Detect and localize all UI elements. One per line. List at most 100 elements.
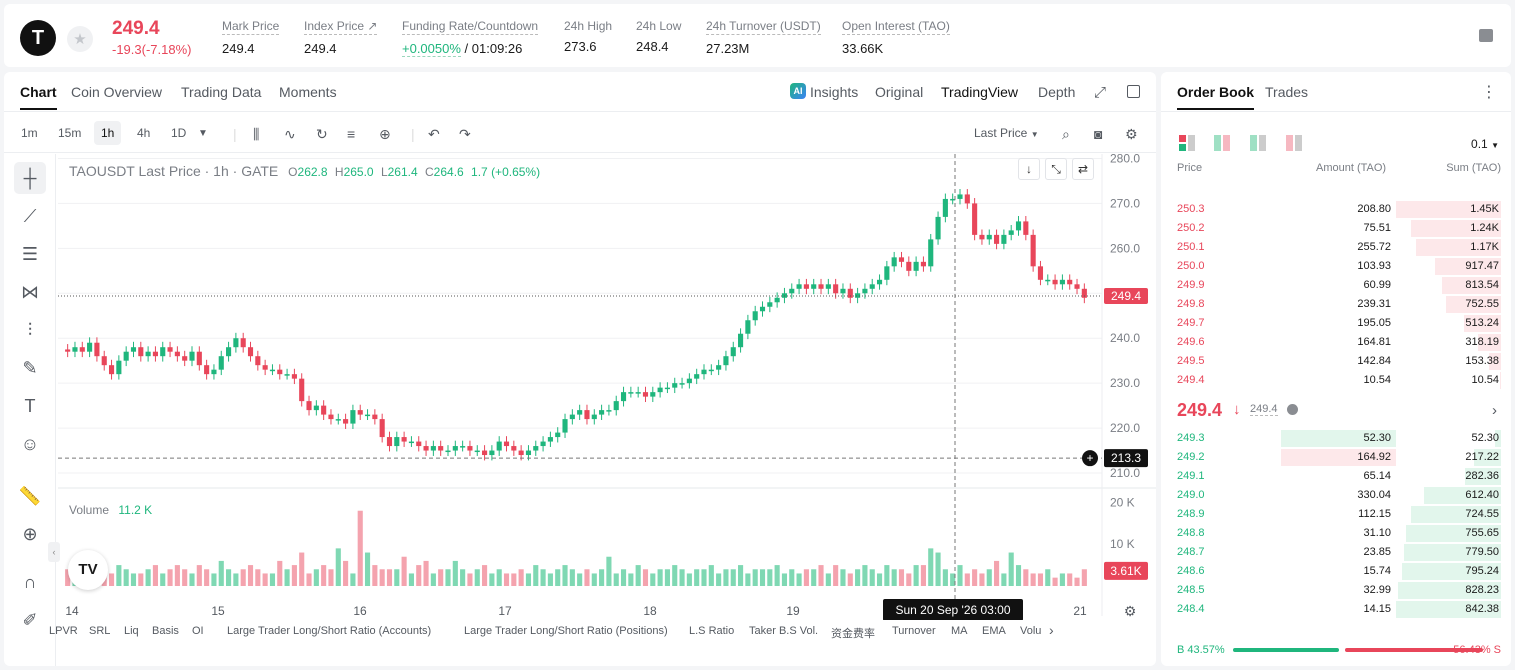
replay-icon[interactable]: ↻ bbox=[316, 126, 328, 142]
bid-row[interactable]: 249.0 330.04 612.40 bbox=[1161, 486, 1511, 505]
insights-button[interactable]: Insights bbox=[810, 84, 859, 100]
indicator-9[interactable]: 资金费率 bbox=[831, 628, 875, 640]
ask-row[interactable]: 249.5 142.84 153.38 bbox=[1161, 352, 1511, 371]
timeframe-15m[interactable]: 15m bbox=[58, 126, 82, 140]
view-depth[interactable]: Depth bbox=[1038, 84, 1076, 100]
price-chart[interactable]: 280.0270.0260.0250.0240.0230.0220.0210.0… bbox=[58, 154, 1156, 620]
collapse-icon[interactable]: ⤡ bbox=[1045, 158, 1067, 180]
emoji-icon[interactable]: ☺ bbox=[20, 433, 40, 454]
tab-trades[interactable]: Trades bbox=[1265, 84, 1309, 100]
more-options-icon[interactable]: ⋮ bbox=[1481, 84, 1497, 101]
chart-legend: TAOUSDT Last Price · 1h · GATE O262.8 H2… bbox=[69, 163, 541, 179]
indicator-5[interactable]: Large Trader Long/Short Ratio (Accounts) bbox=[227, 625, 432, 637]
view-tradingview[interactable]: TradingView bbox=[941, 84, 1019, 100]
precision-select[interactable]: 0.1 ▼ bbox=[1471, 137, 1499, 151]
ask-row[interactable]: 249.8 239.31 752.55 bbox=[1161, 295, 1511, 314]
price-header: Price bbox=[1177, 162, 1203, 174]
magnet-icon[interactable]: ∩ bbox=[23, 571, 37, 592]
zoom-in-icon[interactable]: ⊕ bbox=[22, 523, 38, 544]
tab-moments[interactable]: Moments bbox=[279, 84, 337, 100]
timeframe-1d[interactable]: 1D bbox=[171, 126, 187, 140]
redo-icon[interactable]: ↷ bbox=[459, 126, 471, 142]
search-icon[interactable]: ⌕ bbox=[1062, 126, 1070, 142]
guide-book-icon[interactable] bbox=[1479, 29, 1493, 42]
volume-bar bbox=[416, 565, 422, 586]
add-indicator-icon[interactable]: ⊕ bbox=[379, 126, 391, 142]
indicators-icon[interactable]: ∿ bbox=[284, 126, 296, 142]
indicator-6[interactable]: Large Trader Long/Short Ratio (Positions… bbox=[464, 625, 668, 637]
ruler-icon[interactable]: 📏 bbox=[18, 485, 42, 506]
indicator-2[interactable]: Liq bbox=[124, 625, 139, 637]
ask-row[interactable]: 250.0 103.93 917.47 bbox=[1161, 257, 1511, 276]
ask-row[interactable]: 249.7 195.05 513.24 bbox=[1161, 314, 1511, 333]
index-price-stat[interactable]: Index Price ↗ 249.4 bbox=[304, 19, 378, 56]
ask-row[interactable]: 249.9 60.99 813.54 bbox=[1161, 276, 1511, 295]
indicator-11[interactable]: MA bbox=[951, 625, 968, 637]
view-mixed-icon[interactable] bbox=[1214, 135, 1230, 151]
scroll-right-icon[interactable]: › bbox=[1049, 622, 1054, 638]
bid-row[interactable]: 249.1 65.14 282.36 bbox=[1161, 467, 1511, 486]
chevron-right-icon[interactable]: › bbox=[1492, 402, 1497, 419]
undo-icon[interactable]: ↶ bbox=[428, 126, 440, 142]
bid-row[interactable]: 248.8 31.10 755.65 bbox=[1161, 524, 1511, 543]
bid-row[interactable]: 248.5 32.99 828.23 bbox=[1161, 581, 1511, 600]
view-both-icon[interactable] bbox=[1179, 135, 1195, 151]
timeframe-dropdown-icon[interactable]: ▼ bbox=[198, 128, 208, 139]
view-asks-icon[interactable] bbox=[1286, 135, 1302, 151]
bid-row[interactable]: 249.3 52.30 52.30 bbox=[1161, 429, 1511, 448]
candle-body bbox=[130, 347, 137, 352]
template-icon[interactable]: ≡ bbox=[347, 126, 356, 142]
screenshot-icon[interactable]: ◙ bbox=[1094, 126, 1103, 142]
bid-row[interactable]: 248.6 15.74 795.24 bbox=[1161, 562, 1511, 581]
pattern-icon[interactable]: ⋈ bbox=[21, 281, 39, 302]
timeframe-4h[interactable]: 4h bbox=[137, 126, 151, 140]
indicator-8[interactable]: Taker B.S Vol. bbox=[749, 625, 819, 637]
price-source-select[interactable]: Last Price ▼ bbox=[974, 126, 1039, 140]
text-icon[interactable]: T bbox=[24, 395, 36, 416]
tab-chart[interactable]: Chart bbox=[20, 84, 57, 110]
crosshair-icon[interactable]: ┼ bbox=[14, 162, 46, 194]
ask-row[interactable]: 250.1 255.72 1.17K bbox=[1161, 238, 1511, 257]
view-original[interactable]: Original bbox=[875, 84, 924, 100]
expand-icon[interactable]: ⤢ bbox=[1094, 84, 1107, 101]
fib-icon[interactable]: ⫶ bbox=[27, 319, 33, 340]
bid-row[interactable]: 249.2 164.92 217.22 bbox=[1161, 448, 1511, 467]
swap-icon[interactable]: ⇄ bbox=[1072, 158, 1094, 180]
candle-body bbox=[1059, 279, 1065, 285]
ask-row[interactable]: 249.6 164.81 318.19 bbox=[1161, 333, 1511, 352]
view-bids-icon[interactable] bbox=[1250, 135, 1266, 151]
tradingview-logo[interactable]: TV bbox=[68, 550, 108, 590]
volume-bar bbox=[833, 565, 839, 586]
volume-bar bbox=[1067, 573, 1073, 586]
trendline-icon[interactable]: ⟋ bbox=[23, 205, 37, 226]
ask-row[interactable]: 249.4 10.54 10.54 bbox=[1161, 371, 1511, 390]
timeframe-1h[interactable]: 1h bbox=[94, 121, 122, 145]
favorite-star-icon[interactable]: ★ bbox=[67, 26, 93, 52]
bid-row[interactable]: 248.9 112.15 724.55 bbox=[1161, 505, 1511, 524]
indicator-4[interactable]: OI bbox=[192, 625, 204, 637]
tab-trading-data[interactable]: Trading Data bbox=[181, 84, 262, 100]
brush-icon[interactable]: ✎ bbox=[22, 357, 38, 378]
indicator-0[interactable]: LPVR bbox=[49, 625, 78, 637]
indicator-12[interactable]: EMA bbox=[982, 625, 1006, 637]
indicator-1[interactable]: SRL bbox=[89, 625, 111, 637]
tab-coin-overview[interactable]: Coin Overview bbox=[71, 84, 163, 100]
horizontal-lines-icon[interactable]: ☰ bbox=[21, 243, 39, 264]
settings-gear-icon[interactable]: ⚙ bbox=[1125, 126, 1138, 142]
bid-row[interactable]: 248.7 23.85 779.50 bbox=[1161, 543, 1511, 562]
bid-row[interactable]: 248.4 14.15 842.38 bbox=[1161, 600, 1511, 619]
indicator-7[interactable]: L.S Ratio bbox=[689, 625, 735, 637]
tab-order-book[interactable]: Order Book bbox=[1177, 84, 1255, 110]
ask-row[interactable]: 250.2 75.51 1.24K bbox=[1161, 219, 1511, 238]
timeframe-1m[interactable]: 1m bbox=[21, 126, 38, 140]
collapse-toolbar-icon[interactable]: ‹ bbox=[48, 542, 60, 562]
indicator-3[interactable]: Basis bbox=[152, 625, 179, 637]
download-icon[interactable]: ↓ bbox=[1018, 158, 1040, 180]
indicator-10[interactable]: Turnover bbox=[892, 625, 936, 637]
ask-row[interactable]: 250.3 208.80 1.45K bbox=[1161, 200, 1511, 219]
lock-draw-icon[interactable]: ✐ bbox=[22, 609, 38, 630]
high-24h-stat: 24h High 273.6 bbox=[564, 19, 613, 54]
window-icon[interactable] bbox=[1127, 85, 1140, 98]
indicator-13[interactable]: Volu bbox=[1020, 625, 1042, 637]
candle-type-icon[interactable]: ⫼ bbox=[253, 126, 260, 142]
